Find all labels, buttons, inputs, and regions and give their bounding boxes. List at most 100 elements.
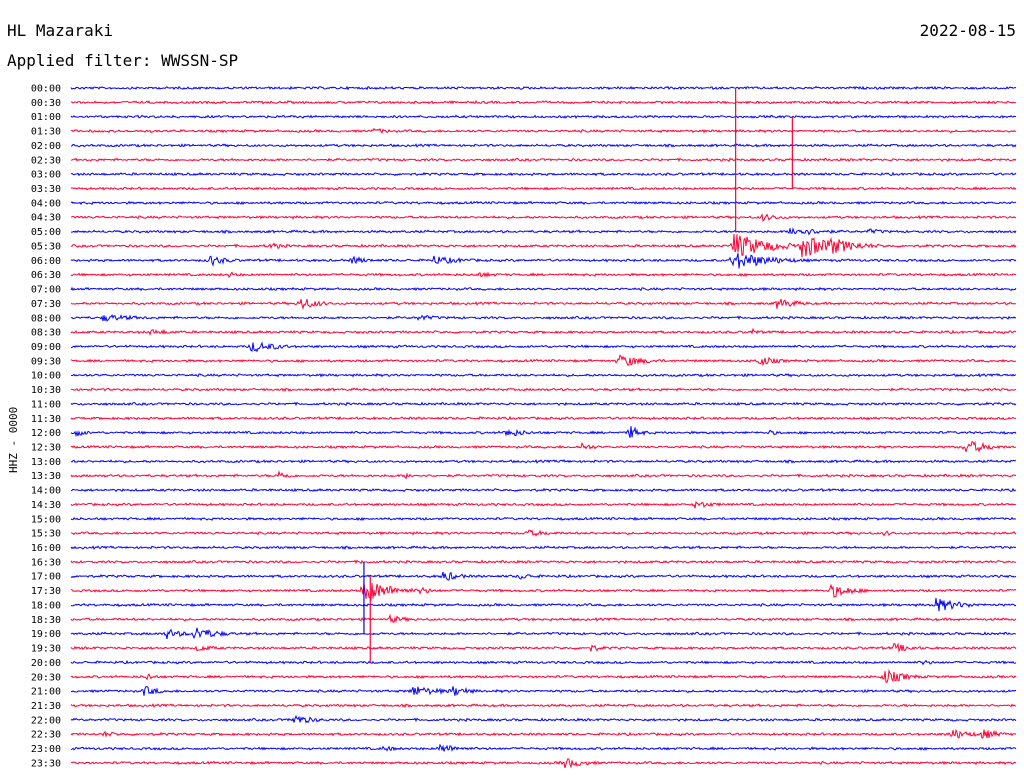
trace-line bbox=[70, 200, 1017, 206]
time-tick-label: 15:30 bbox=[31, 529, 61, 540]
trace-line bbox=[70, 545, 1017, 551]
trace-line bbox=[70, 627, 1017, 640]
trace-line bbox=[70, 703, 1017, 708]
time-tick-label: 13:30 bbox=[31, 471, 61, 482]
trace-line bbox=[70, 271, 1017, 278]
time-tick-label: 21:00 bbox=[31, 687, 61, 698]
time-tick-label: 01:00 bbox=[31, 112, 61, 123]
time-tick-label: 23:00 bbox=[31, 744, 61, 755]
time-tick-label: 17:00 bbox=[31, 572, 61, 583]
trace-line bbox=[70, 401, 1017, 407]
trace-line bbox=[70, 714, 1017, 724]
trace-line bbox=[70, 743, 1017, 753]
trace-line bbox=[70, 127, 1017, 135]
trace-line bbox=[70, 642, 1017, 653]
trace-line bbox=[70, 757, 1017, 769]
time-tick-label: 05:00 bbox=[31, 227, 61, 238]
trace-line bbox=[70, 529, 1017, 537]
time-tick-label: 02:00 bbox=[31, 141, 61, 152]
time-tick-label: 09:00 bbox=[31, 342, 61, 353]
time-tick-label: 10:30 bbox=[31, 385, 61, 396]
trace-line bbox=[70, 459, 1017, 464]
time-tick-label: 03:30 bbox=[31, 184, 61, 195]
time-tick-label: 12:00 bbox=[31, 428, 61, 439]
trace-line bbox=[70, 659, 1017, 666]
trace-line bbox=[70, 559, 1017, 565]
time-tick-label: 23:30 bbox=[31, 758, 61, 769]
time-tick-label: 02:30 bbox=[31, 155, 61, 166]
time-tick-label: 05:30 bbox=[31, 241, 61, 252]
trace-line bbox=[70, 233, 1017, 258]
trace-line bbox=[70, 114, 1017, 120]
trace-line bbox=[70, 728, 1017, 739]
trace-line bbox=[70, 372, 1017, 378]
trace-line bbox=[70, 387, 1017, 393]
trace-line bbox=[70, 85, 1017, 91]
time-tick-label: 20:00 bbox=[31, 658, 61, 669]
time-tick-label: 20:30 bbox=[31, 672, 61, 683]
trace-line bbox=[70, 313, 1017, 322]
time-tick-label: 18:30 bbox=[31, 615, 61, 626]
time-tick-label: 11:30 bbox=[31, 414, 61, 425]
trace-line bbox=[70, 500, 1017, 509]
station-name: HL Mazaraki bbox=[7, 21, 113, 40]
time-tick-label: 17:30 bbox=[31, 586, 61, 597]
trace-line bbox=[70, 341, 1017, 353]
time-tick-label: 03:00 bbox=[31, 170, 61, 181]
time-tick-label: 07:00 bbox=[31, 285, 61, 296]
time-tick-label: 08:30 bbox=[31, 328, 61, 339]
trace-line bbox=[70, 227, 1017, 236]
time-tick-label: 19:00 bbox=[31, 629, 61, 640]
time-tick-label: 16:00 bbox=[31, 543, 61, 554]
time-tick-label: 14:30 bbox=[31, 500, 61, 511]
trace-line bbox=[70, 286, 1017, 292]
time-tick-label: 09:30 bbox=[31, 356, 61, 367]
time-tick-label: 00:00 bbox=[31, 84, 61, 95]
time-tick-label: 12:30 bbox=[31, 443, 61, 454]
trace-line bbox=[70, 99, 1017, 105]
time-tick-label: 04:00 bbox=[31, 198, 61, 209]
time-tick-label: 14:00 bbox=[31, 486, 61, 497]
trace-line bbox=[70, 440, 1017, 454]
trace-line bbox=[70, 157, 1017, 163]
time-tick-label: 06:30 bbox=[31, 270, 61, 281]
trace-line bbox=[70, 354, 1017, 367]
time-tick-label: 01:30 bbox=[31, 127, 61, 138]
time-tick-label: 04:30 bbox=[31, 213, 61, 224]
trace-line bbox=[70, 143, 1017, 148]
trace-line bbox=[70, 186, 1017, 191]
filter-label: Applied filter: WWSSN-SP bbox=[7, 51, 239, 70]
trace-line bbox=[70, 213, 1017, 222]
time-tick-label: 22:00 bbox=[31, 715, 61, 726]
trace-line bbox=[70, 327, 1017, 336]
time-tick-label: 19:30 bbox=[31, 644, 61, 655]
time-tick-label: 21:30 bbox=[31, 701, 61, 712]
trace-line bbox=[70, 598, 1017, 612]
time-tick-label: 00:30 bbox=[31, 98, 61, 109]
trace-line bbox=[70, 171, 1017, 177]
trace-line bbox=[70, 613, 1017, 624]
trace-line bbox=[70, 686, 1017, 696]
time-tick-label: 16:30 bbox=[31, 557, 61, 568]
time-tick-label: 18:00 bbox=[31, 600, 61, 611]
time-tick-label: 06:00 bbox=[31, 256, 61, 267]
time-tick-label: 11:00 bbox=[31, 399, 61, 410]
time-tick-label: 13:00 bbox=[31, 457, 61, 468]
trace-line bbox=[70, 668, 1017, 683]
seismic-traces bbox=[70, 85, 1017, 769]
record-date: 2022-08-15 bbox=[919, 21, 1016, 40]
trace-line bbox=[70, 426, 1017, 438]
trace-line bbox=[70, 487, 1017, 493]
time-tick-label: 22:30 bbox=[31, 730, 61, 741]
time-tick-label: 07:30 bbox=[31, 299, 61, 310]
trace-line bbox=[70, 298, 1017, 310]
time-tick-label: 08:00 bbox=[31, 313, 61, 324]
trace-line bbox=[70, 571, 1017, 581]
time-tick-labels: 00:00 00:30 01:00 01:30 02:00 02:30 03:00 03:30… bbox=[31, 84, 61, 770]
trace-line bbox=[70, 516, 1017, 522]
time-tick-label: 15:00 bbox=[31, 514, 61, 525]
trace-line bbox=[70, 470, 1017, 480]
time-tick-label: 10:00 bbox=[31, 371, 61, 382]
trace-line bbox=[70, 582, 1017, 602]
